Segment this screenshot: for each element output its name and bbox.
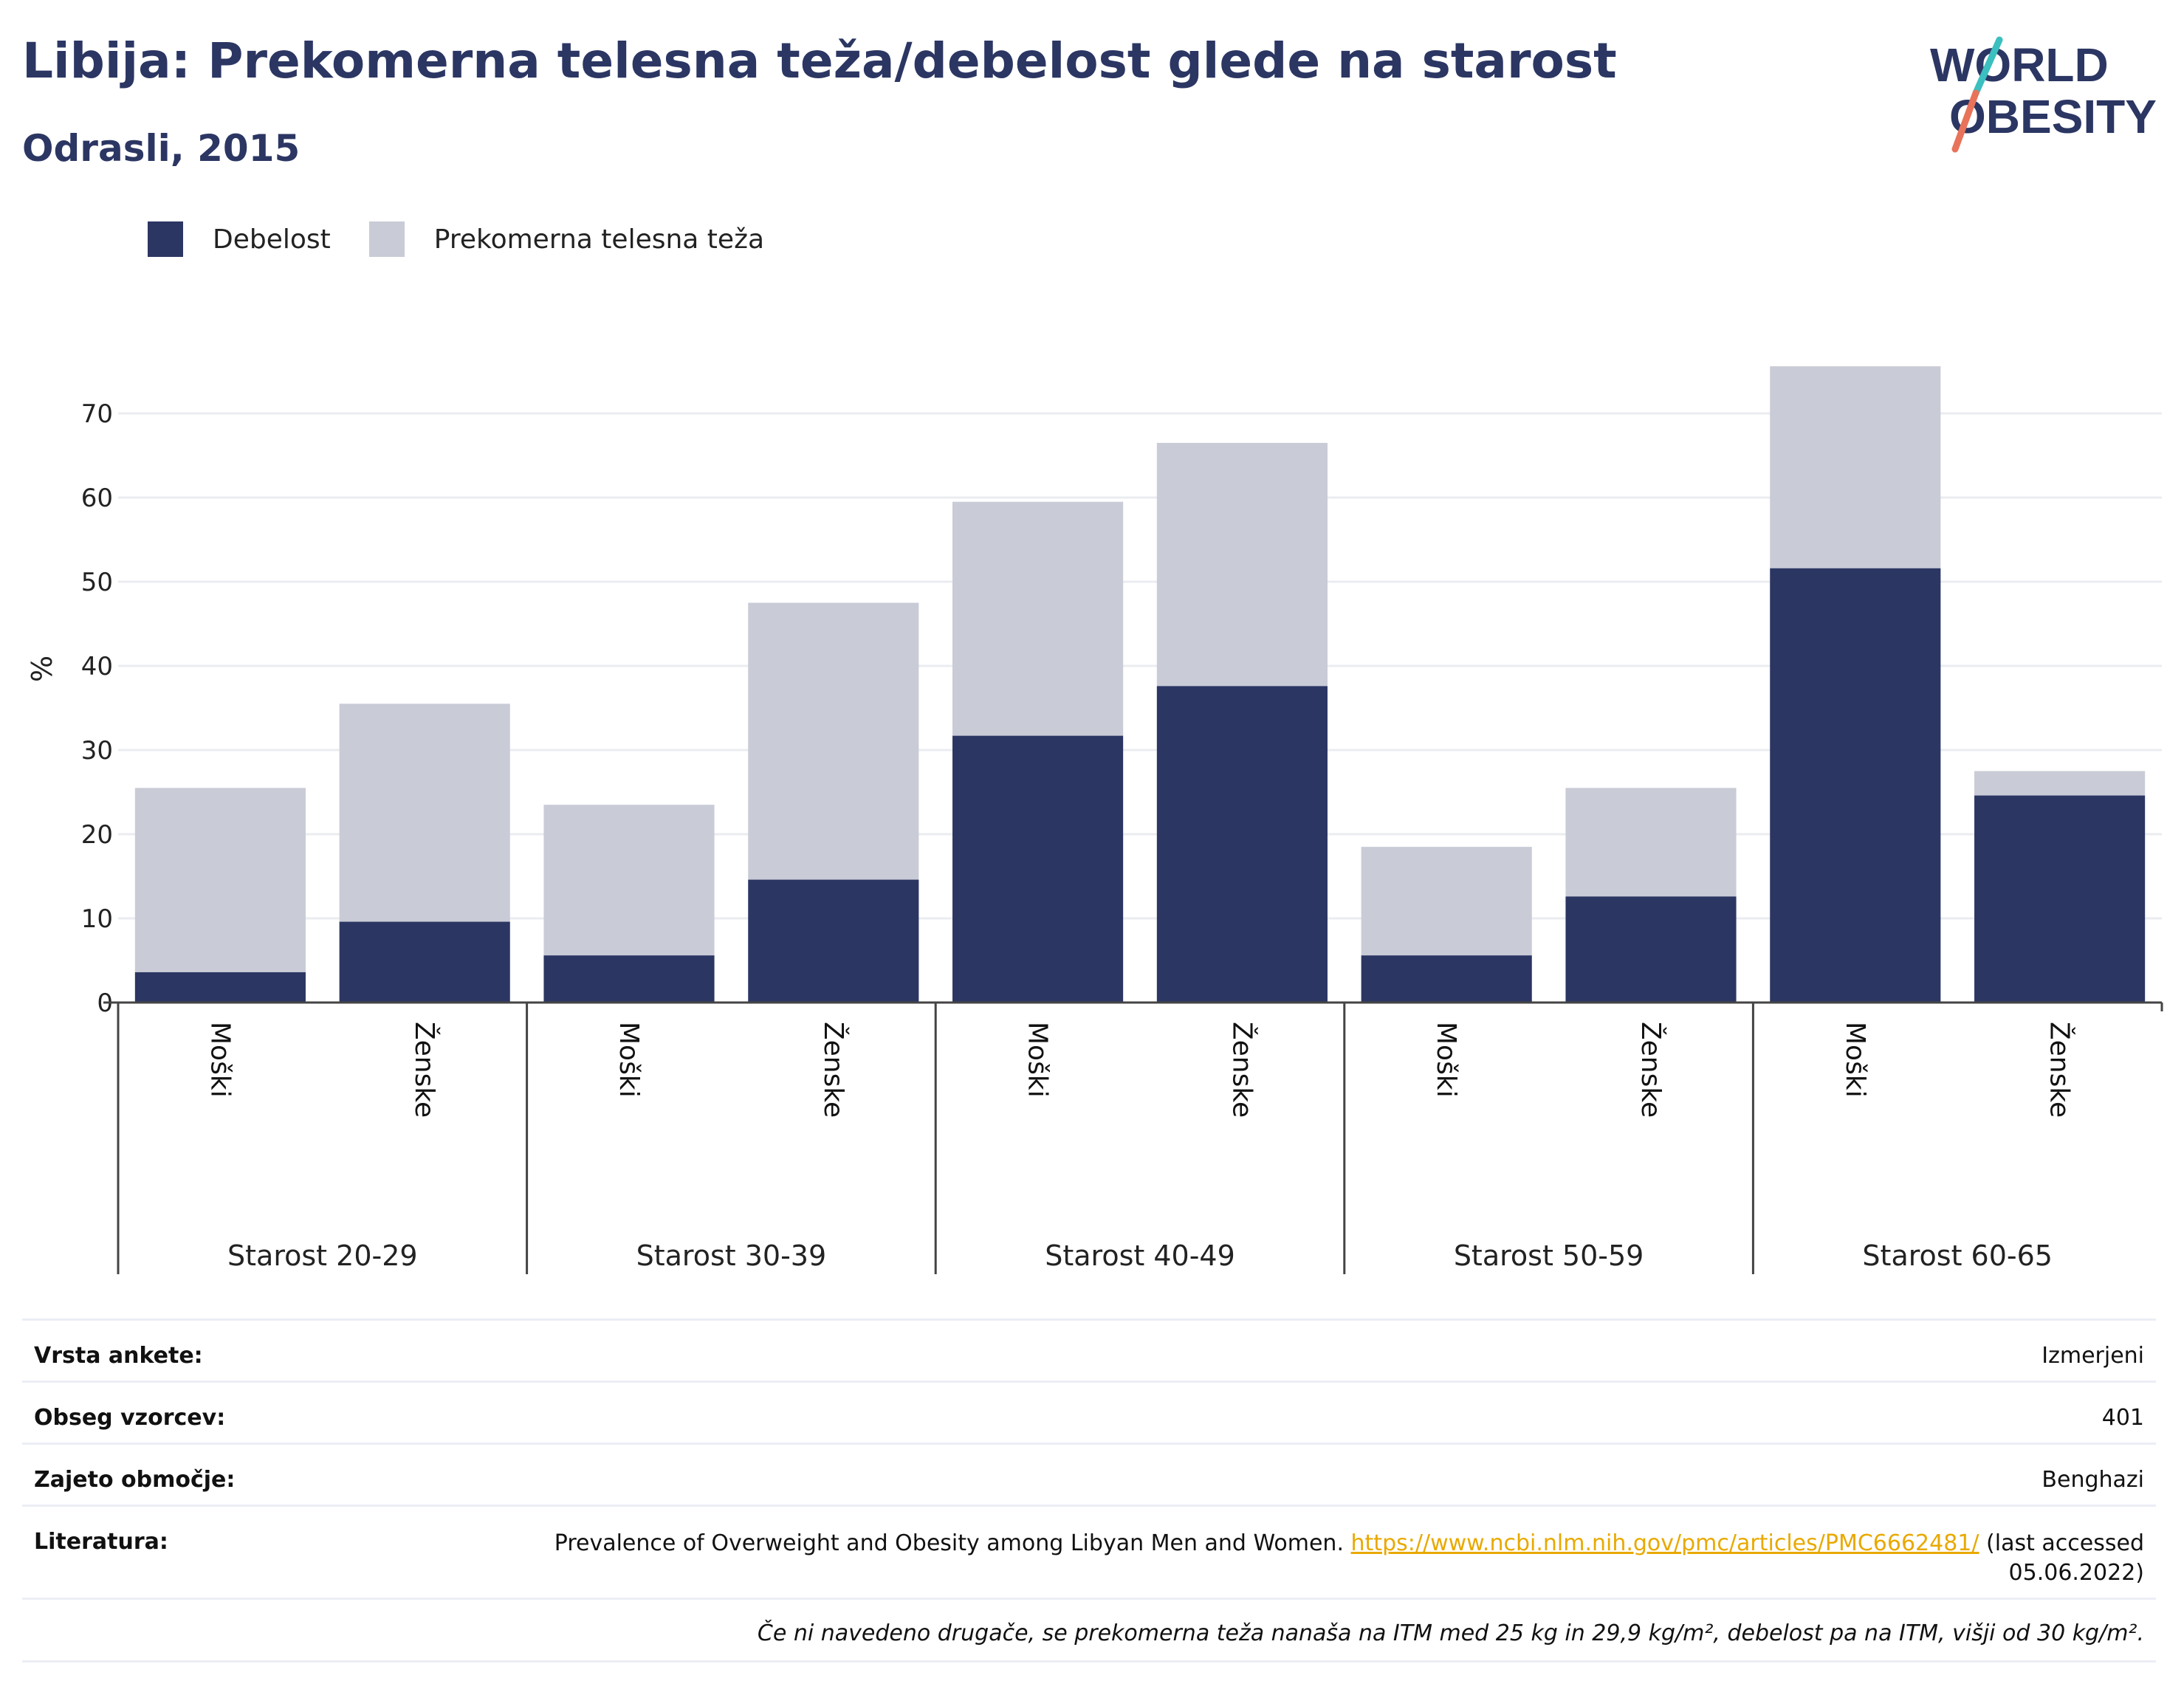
group-label: Starost 40-49	[1045, 1240, 1235, 1272]
sex-label: Moški	[205, 1022, 235, 1098]
sex-label: Moški	[1431, 1022, 1461, 1098]
bar-overweight	[543, 805, 715, 956]
logo-slash-teal	[1972, 36, 2003, 97]
y-tick-label: 10	[81, 904, 113, 934]
bar-obesity	[952, 735, 1124, 1003]
sex-label: Ženske	[818, 1022, 849, 1118]
legend-swatch-obesity	[148, 221, 183, 257]
bar-overweight	[1565, 788, 1737, 897]
reference-value: Prevalence of Overweight and Obesity amo…	[446, 1529, 2144, 1588]
bar-obesity	[1565, 896, 1737, 1003]
survey-type-label: Vrsta ankete:	[34, 1343, 203, 1369]
info-table: Vrsta ankete: Izmerjeni Obseg vzorcev: 4…	[22, 1318, 2156, 1663]
bar-overweight	[1156, 442, 1328, 687]
sex-label: Moški	[1023, 1022, 1053, 1098]
info-row-survey-type: Vrsta ankete: Izmerjeni	[22, 1318, 2156, 1381]
group-label: Starost 30-39	[636, 1240, 827, 1272]
y-tick-label: 60	[81, 484, 113, 513]
coverage-value: Benghazi	[2042, 1467, 2144, 1493]
bar-obesity	[339, 921, 510, 1003]
group-label: Starost 50-59	[1454, 1240, 1644, 1272]
info-row-sample-size: Obseg vzorcev: 401	[22, 1381, 2156, 1443]
reference-suffix: (last accessed 05.06.2022)	[1986, 1530, 2144, 1586]
legend: Debelost Prekomerna telesna teža	[148, 221, 803, 257]
bar-obesity	[1770, 568, 1941, 1003]
bar-overweight	[1770, 366, 1941, 568]
logo-slash-coral	[1951, 89, 1979, 153]
legend-label-obesity: Debelost	[213, 224, 331, 255]
bar-obesity	[543, 955, 715, 1003]
y-tick-label: 70	[81, 399, 113, 429]
bar-obesity	[1156, 686, 1328, 1003]
y-tick-label: 30	[81, 736, 113, 766]
y-tick-label: 50	[81, 568, 113, 597]
sex-label: Moški	[1840, 1022, 1870, 1098]
sex-label: Ženske	[2044, 1022, 2075, 1118]
group-label: Starost 20-29	[227, 1240, 418, 1272]
bar-overweight	[1361, 847, 1532, 956]
logo-line2: OBESITY	[1949, 90, 2157, 143]
y-tick-label: 20	[81, 820, 113, 850]
info-row-coverage: Zajeto območje: Benghazi	[22, 1443, 2156, 1505]
group-label: Starost 60-65	[1862, 1240, 2053, 1272]
bar-obesity	[748, 879, 919, 1003]
bar-obesity	[1361, 955, 1532, 1003]
sample-size-value: 401	[2101, 1405, 2144, 1431]
sex-label: Ženske	[409, 1022, 440, 1118]
bar-overweight	[1974, 771, 2146, 796]
reference-link[interactable]: https://www.ncbi.nlm.nih.gov/pmc/article…	[1350, 1530, 1979, 1556]
coverage-label: Zajeto območje:	[34, 1467, 236, 1493]
reference-label: Literatura:	[34, 1529, 168, 1555]
bar-obesity	[1974, 795, 2146, 1003]
info-row-reference: Literatura: Prevalence of Overweight and…	[22, 1505, 2156, 1598]
sex-label: Ženske	[1226, 1022, 1257, 1118]
legend-label-overweight: Prekomerna telesna teža	[433, 224, 765, 255]
y-axis-title: %	[26, 656, 58, 682]
info-row-note: Če ni navedeno drugače, se prekomerna te…	[22, 1598, 2156, 1663]
definition-note: Če ni navedeno drugače, se prekomerna te…	[757, 1620, 2144, 1646]
bar-overweight	[952, 501, 1124, 736]
sample-size-label: Obseg vzorcev:	[34, 1405, 226, 1431]
sex-label: Ženske	[1635, 1022, 1666, 1118]
sex-label: Moški	[614, 1022, 644, 1098]
world-obesity-logo: WORLD OBESITY	[1930, 36, 2157, 153]
bar-overweight	[134, 788, 306, 972]
y-tick-label: 40	[81, 652, 113, 681]
survey-type-value: Izmerjeni	[2042, 1343, 2144, 1369]
bar-overweight	[339, 704, 510, 922]
reference-text: Prevalence of Overweight and Obesity amo…	[554, 1530, 1344, 1556]
logo-line1: WORLD	[1930, 38, 2109, 92]
bar-obesity	[134, 972, 306, 1003]
legend-swatch-overweight	[368, 221, 405, 257]
bar-overweight	[748, 602, 919, 880]
chart-subtitle: Odrasli, 2015	[22, 127, 301, 170]
chart-title: Libija: Prekomerna telesna teža/debelost…	[22, 32, 1617, 89]
